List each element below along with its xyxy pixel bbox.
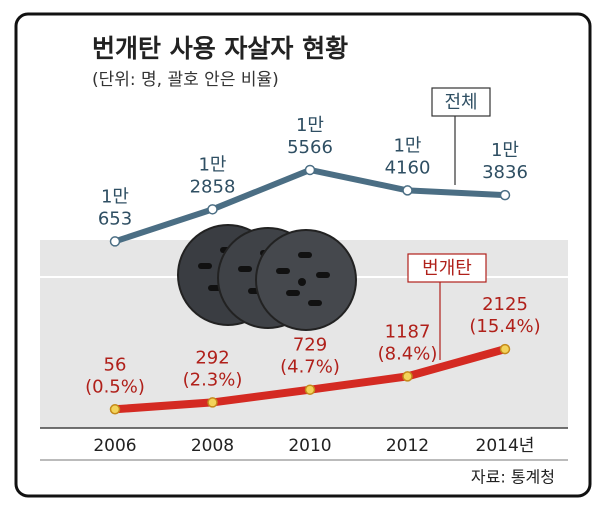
value-label: 4160 [385, 157, 431, 178]
x-tick-label: 2006 [93, 436, 136, 456]
value-label: 1187 [385, 321, 431, 342]
value-label: (15.4%) [469, 316, 540, 337]
legend-box [431, 87, 491, 117]
value-label: 729 [293, 335, 327, 356]
legend-label: 번개탄 [422, 258, 472, 279]
point [402, 371, 413, 382]
point [304, 384, 316, 395]
point [109, 404, 121, 415]
point [109, 236, 121, 247]
point [304, 164, 316, 176]
x-tick-label: 2014년 [476, 436, 535, 456]
value-label: 1만 [198, 154, 226, 175]
value-label: 292 [195, 347, 229, 368]
point [207, 397, 218, 408]
chart-title: 번개탄 사용 자살자 현황 [92, 34, 348, 63]
briquettes [177, 224, 357, 331]
point [499, 189, 511, 201]
value-label: 3836 [482, 162, 528, 183]
value-label: 56 [104, 354, 127, 375]
x-tick-label: 2008 [191, 436, 234, 456]
x-tick-label: 2012 [386, 436, 429, 456]
value-label: 5566 [287, 137, 333, 158]
legend-box [407, 253, 487, 283]
value-label: 1만 [296, 115, 324, 136]
source: 자료: 통계청 [471, 468, 555, 487]
chart-subtitle: (단위: 명, 괄호 안은 비율) [92, 70, 279, 90]
point [207, 204, 218, 215]
value-label: 1만 [393, 135, 421, 156]
value-label: (2.3%) [183, 369, 243, 390]
value-label: (4.7%) [280, 357, 340, 378]
legend-label: 전체 [444, 92, 477, 113]
value-label: 2858 [190, 176, 236, 197]
value-label: (8.4%) [378, 343, 438, 364]
value-label: 653 [98, 208, 132, 229]
point [499, 343, 511, 355]
value-label: 1만 [101, 186, 129, 207]
x-tick-label: 2010 [288, 436, 331, 456]
value-label: 1만 [491, 140, 519, 161]
point [402, 185, 413, 196]
value-label: (0.5%) [85, 376, 145, 397]
value-label: 2125 [482, 294, 528, 315]
